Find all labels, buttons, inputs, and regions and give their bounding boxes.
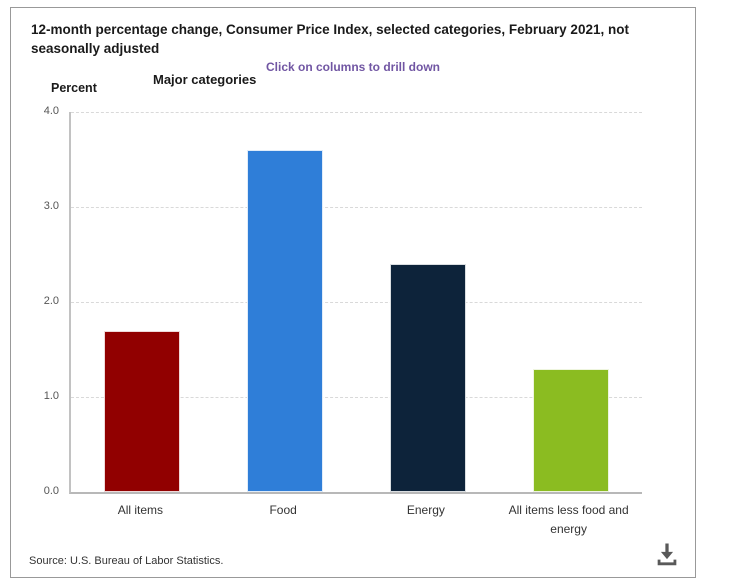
category-label-food: Food (269, 503, 297, 517)
bar-all-items[interactable] (104, 330, 181, 492)
bar-food[interactable] (247, 150, 324, 492)
category-label-all-items: All items (117, 503, 164, 517)
gridline (71, 397, 642, 398)
category-label-all-items-less-food-and-energy: All items less food and energy (508, 503, 629, 537)
gridline (71, 207, 642, 208)
download-button[interactable] (649, 536, 685, 572)
bar-energy[interactable] (389, 264, 466, 492)
drilldown-hint: Click on columns to drill down (265, 60, 440, 74)
bls-chart-panel: 12-month percentage change, Consumer Pri… (10, 7, 696, 578)
y-tick-label: 1.0 (43, 390, 59, 402)
y-tick-label: 3.0 (43, 200, 59, 212)
category-label-energy: Energy (406, 503, 445, 517)
y-tick-label: 4.0 (43, 105, 59, 117)
gridline (71, 112, 642, 113)
y-axis-title: Percent (51, 81, 97, 95)
chart-title: 12-month percentage change, Consumer Pri… (31, 22, 629, 56)
source-attribution: Source: U.S. Bureau of Labor Statistics. (29, 555, 224, 567)
x-axis-title: Major categories (153, 72, 257, 87)
category-axis-labels: All items Food Energy All items less food a… (69, 501, 640, 539)
download-icon (653, 540, 681, 568)
bar-all-items-less-food-and-energy[interactable] (532, 368, 609, 492)
y-tick-label: 0.0 (43, 485, 59, 497)
y-tick-label: 2.0 (43, 295, 59, 307)
plot-area: 0.0 1.0 2.0 3.0 4.0 (44, 105, 642, 497)
gridline (71, 302, 642, 303)
